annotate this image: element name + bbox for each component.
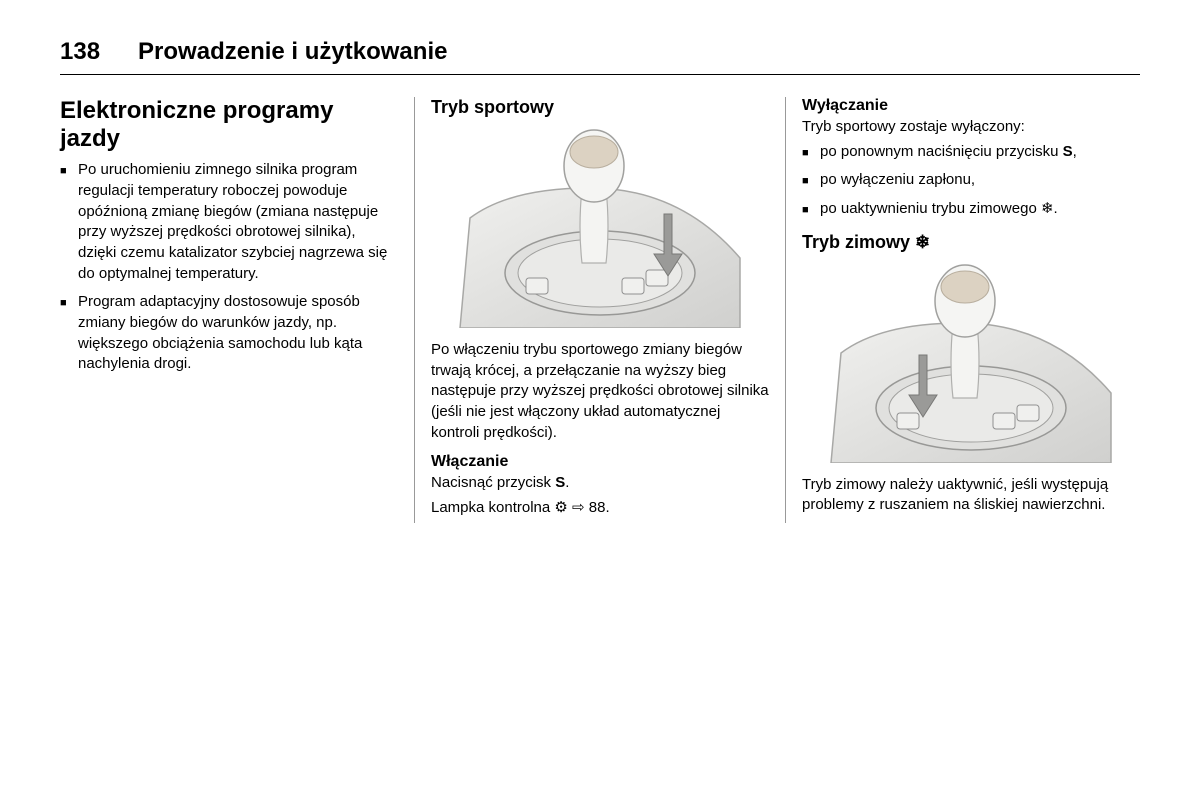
- text-fragment: Lampka kontrolna: [431, 499, 554, 516]
- col2-body: Po włączeniu trybu sportowego zmiany bie…: [431, 340, 769, 443]
- button-label-s: S: [1063, 143, 1073, 160]
- content-columns: Elektroniczne programy jazdy Po uruchomi…: [60, 97, 1140, 523]
- list-item: Program adaptacyjny dostosowuje sposób z…: [60, 292, 398, 375]
- header-title: Prowadzenie i użytkowanie: [138, 38, 447, 66]
- gear-shifter-figure-sport: [431, 128, 769, 328]
- col3-sub1-title: Wyłączanie: [802, 97, 1140, 115]
- text-fragment: po wyłączeniu zapłonu,: [820, 171, 975, 188]
- list-item: po ponownym naciśnięciu przycisku S,: [802, 142, 1140, 163]
- list-item: po wyłączeniu zapłonu,: [802, 170, 1140, 191]
- list-item: po uaktywnieniu trybu zimowego ❄.: [802, 199, 1140, 220]
- col3-heading2: Tryb zimowy ❄: [802, 232, 1140, 253]
- gear-shifter-figure-winter: [802, 263, 1140, 463]
- column-1: Elektroniczne programy jazdy Po uruchomi…: [60, 97, 414, 523]
- list-item: Po uruchomieniu zimnego silnika program …: [60, 160, 398, 284]
- gear-icon: ⚙: [554, 499, 567, 516]
- col3-sub1-intro: Tryb sportowy zostaje wyłączony:: [802, 117, 1140, 138]
- column-3: Wyłączanie Tryb sportowy zostaje wyłączo…: [786, 97, 1140, 523]
- col3-body2: Tryb zimowy należy uaktywnić, jeśli wyst…: [802, 475, 1140, 516]
- col2-sub1-line2: Lampka kontrolna ⚙ ⇨ 88.: [431, 498, 769, 519]
- text-fragment: po uaktywnieniu trybu zimowego ❄.: [820, 200, 1058, 217]
- text-fragment: .: [565, 474, 569, 491]
- column-2: Tryb sportowy: [414, 97, 786, 523]
- text-fragment: Nacisnąć przycisk: [431, 474, 555, 491]
- col2-sub1-title: Włączanie: [431, 453, 769, 471]
- page-header: 138 Prowadzenie i użytkowanie: [60, 38, 1140, 75]
- button-label-s: S: [555, 474, 565, 491]
- col3-bullet-list: po ponownym naciśnięciu przycisku S, po …: [802, 142, 1140, 220]
- text-fragment: ,: [1073, 143, 1077, 160]
- col2-heading: Tryb sportowy: [431, 97, 769, 118]
- page-number: 138: [60, 38, 100, 66]
- col1-bullet-list: Po uruchomieniu zimnego silnika program …: [60, 160, 398, 375]
- col2-sub1-line1: Nacisnąć przycisk S.: [431, 473, 769, 494]
- col1-heading: Elektroniczne programy jazdy: [60, 97, 398, 152]
- text-fragment: po ponownym naciśnięciu przycisku: [820, 143, 1063, 160]
- text-fragment: ⇨ 88.: [568, 499, 610, 516]
